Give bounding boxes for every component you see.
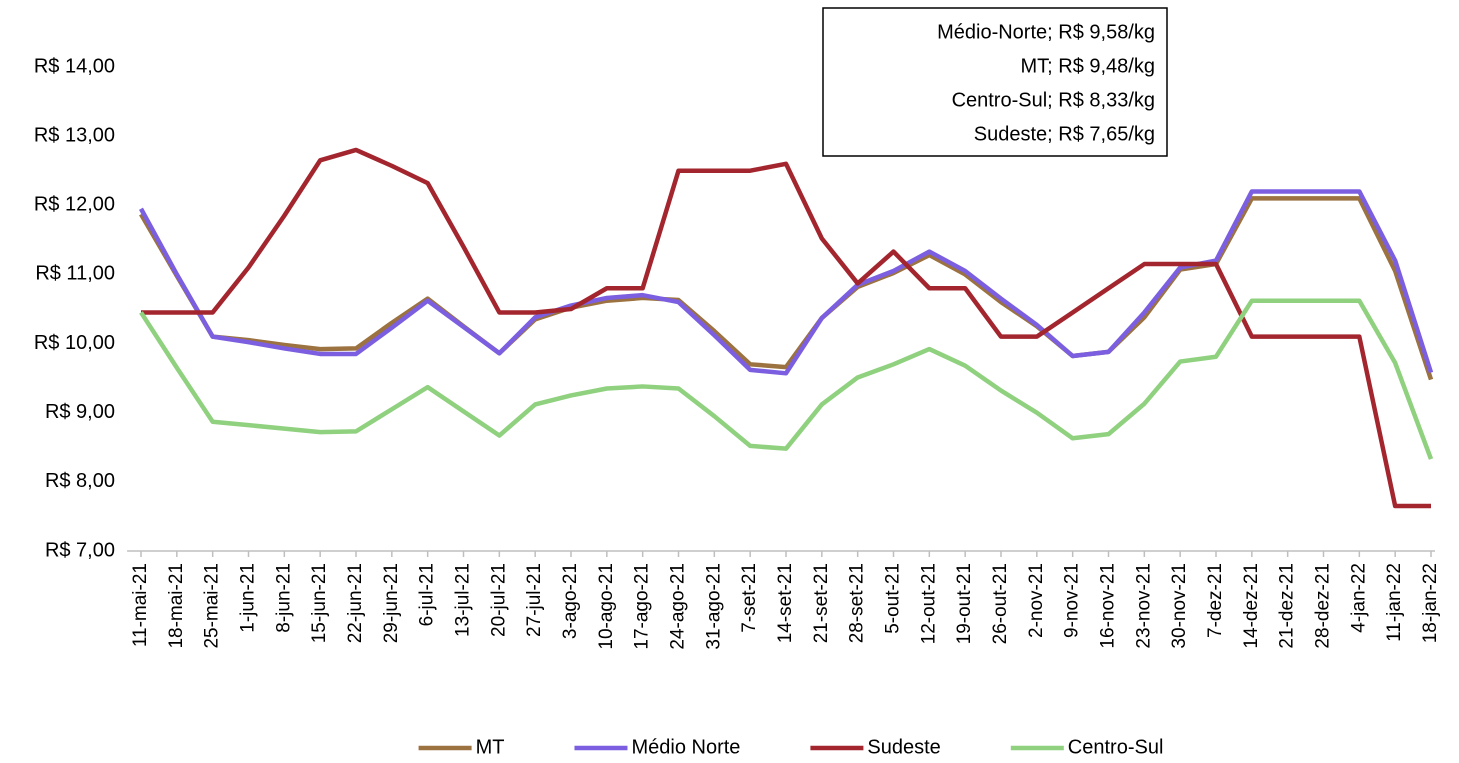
legend-label: Sudeste: [867, 736, 940, 758]
y-tick-label: R$ 13,00: [34, 124, 115, 146]
x-tick-label: 28-dez-21: [1313, 563, 1334, 649]
x-tick-label: 14-set-21: [775, 563, 796, 643]
x-tick-label: 23-nov-21: [1133, 563, 1154, 649]
x-tick-label: 21-set-21: [811, 563, 832, 643]
x-tick-label: 25-mai-21: [202, 563, 223, 649]
x-tick-label: 18-jan-22: [1420, 563, 1441, 643]
legend-label: Médio Norte: [631, 736, 740, 758]
x-tick-label: 3-ago-21: [560, 563, 581, 639]
x-tick-label: 13-jul-21: [453, 563, 474, 637]
x-tick-label: 1-jun-21: [238, 563, 259, 633]
x-tick-label: 27-jul-21: [524, 563, 545, 637]
x-tick-label: 24-ago-21: [668, 563, 689, 650]
x-tick-label: 30-nov-21: [1169, 563, 1190, 649]
y-tick-label: R$ 14,00: [34, 55, 115, 77]
y-tick-label: R$ 7,00: [45, 539, 115, 561]
y-tick-label: R$ 8,00: [45, 470, 115, 492]
annotation: Médio-Norte; R$ 9,58/kg: [937, 21, 1155, 43]
x-tick-label: 28-set-21: [847, 563, 868, 643]
annotation: MT; R$ 9,48/kg: [1020, 55, 1155, 77]
x-tick-label: 19-out-21: [954, 563, 975, 644]
x-tick-label: 6-jul-21: [417, 563, 438, 626]
x-tick-label: 7-set-21: [739, 563, 760, 633]
x-tick-label: 15-jun-21: [309, 563, 330, 643]
x-tick-label: 11-jan-22: [1384, 563, 1405, 642]
x-tick-label: 2-nov-21: [1026, 563, 1047, 638]
legend-label: Centro-Sul: [1068, 736, 1164, 758]
x-tick-label: 17-ago-21: [632, 563, 653, 650]
y-tick-label: R$ 10,00: [34, 332, 115, 354]
series-line: [141, 147, 1431, 509]
x-tick-label: 4-jan-22: [1348, 563, 1369, 633]
x-tick-label: 8-jun-21: [273, 563, 294, 633]
series-line: [139, 298, 1434, 460]
annotation: Centro-Sul; R$ 8,33/kg: [952, 89, 1155, 111]
x-tick-label: 26-out-21: [990, 563, 1011, 644]
x-tick-label: 16-nov-21: [1098, 563, 1119, 649]
x-tick-label: 20-jul-21: [488, 563, 509, 637]
legend-label: MT: [476, 736, 505, 758]
x-tick-label: 11-mai-21: [130, 563, 151, 647]
x-tick-label: 31-ago-21: [703, 563, 724, 650]
x-tick-label: 18-mai-21: [166, 563, 187, 649]
annotation: Sudeste; R$ 7,65/kg: [974, 123, 1155, 145]
series-line: [139, 189, 1434, 376]
annotation-box: [822, 7, 1168, 157]
x-tick-label: 5-out-21: [883, 563, 904, 634]
x-tick-label: 22-jun-21: [345, 563, 366, 643]
x-tick-label: 10-ago-21: [596, 563, 617, 650]
x-tick-label: 7-dez-21: [1205, 563, 1226, 638]
x-tick-label: 29-jun-21: [381, 563, 402, 643]
x-tick-label: 12-out-21: [918, 563, 939, 644]
y-tick-label: R$ 12,00: [34, 194, 115, 216]
y-tick-label: R$ 9,00: [45, 401, 115, 423]
x-tick-label: 21-dez-21: [1277, 563, 1298, 649]
x-tick-label: 9-nov-21: [1062, 563, 1083, 638]
x-tick-label: 14-dez-21: [1241, 563, 1262, 649]
y-tick-label: R$ 11,00: [35, 263, 115, 285]
